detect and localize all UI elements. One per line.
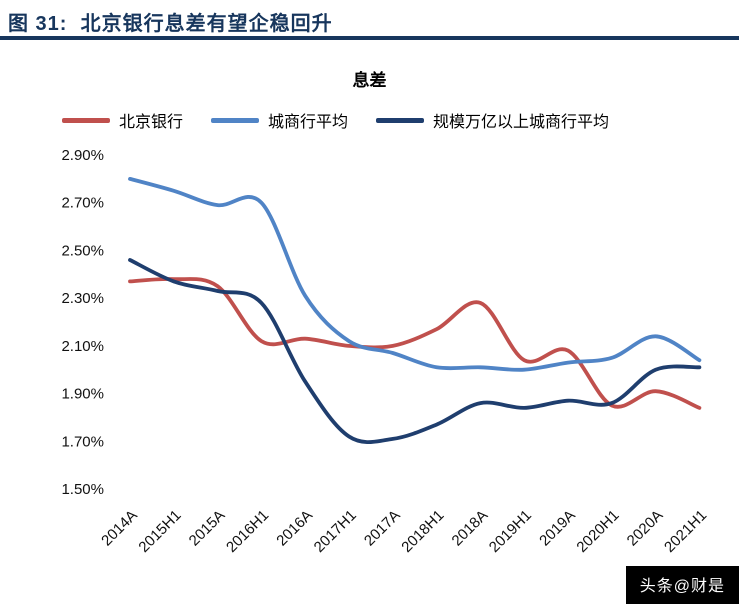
legend-label: 城商行平均: [268, 114, 349, 131]
x-axis-tick-label: 2017H1: [311, 507, 360, 556]
x-axis-tick-label: 2020A: [624, 507, 667, 550]
x-axis-tick-label: 2015A: [186, 507, 229, 550]
legend-line-swatch-navy: [376, 117, 425, 123]
chart-title: 息差: [352, 71, 387, 90]
x-axis-tick-label: 2016H1: [223, 507, 272, 556]
line-chart-plot: 1.50% 1.70% 1.90% 2.10% 2.30% 2.50% 2.70% 2.90%…: [61, 147, 710, 556]
series-line-1: [128, 177, 702, 372]
y-axis-tick-label: 1.70%: [61, 433, 104, 450]
legend-line-swatch-red: [62, 117, 110, 123]
chart-legend: 北京银行 城商行平均 规模万亿以上城商行平均: [62, 108, 609, 132]
x-axis-tick-label: 2016A: [273, 507, 316, 550]
x-axis-tick-label: 2014A: [98, 507, 141, 550]
y-axis-tick-label: 2.90%: [61, 147, 104, 164]
legend-item-large-city-bank-avg: 规模万亿以上城商行平均: [376, 108, 609, 132]
series-line-0: [128, 277, 702, 410]
legend-label: 北京银行: [119, 114, 184, 131]
x-axis-tick-label: 2018A: [449, 507, 492, 550]
x-axis-tick-label: 2019H1: [486, 507, 535, 556]
y-axis-tick-label: 2.30%: [61, 290, 104, 307]
figure-caption: 图 31: 北京银行息差有望企稳回升: [8, 13, 333, 35]
x-axis-tick-label: 2020H1: [573, 507, 622, 556]
x-axis-tick-label: 2015H1: [135, 507, 184, 556]
caption-underline: [0, 36, 739, 40]
x-axis-tick-label: 2018H1: [398, 507, 447, 556]
legend-line-swatch-lightblue: [211, 117, 260, 123]
y-axis-tick-label: 2.50%: [61, 242, 104, 259]
legend-item-beijing-bank: 北京银行: [62, 108, 183, 132]
watermark-badge: 头条@财是: [625, 566, 739, 604]
y-axis-tick-label: 2.70%: [61, 195, 104, 212]
series-line-2: [128, 258, 702, 444]
y-axis-tick-label: 1.90%: [61, 386, 104, 403]
x-axis-tick-label: 2017A: [361, 507, 404, 550]
legend-item-city-bank-avg: 城商行平均: [211, 108, 348, 132]
legend-label: 规模万亿以上城商行平均: [433, 114, 610, 131]
y-axis-tick-label: 1.50%: [61, 481, 104, 498]
x-axis-tick-label: 2021H1: [661, 507, 710, 556]
y-axis-tick-label: 2.10%: [61, 338, 104, 355]
x-axis-tick-label: 2019A: [536, 507, 579, 550]
